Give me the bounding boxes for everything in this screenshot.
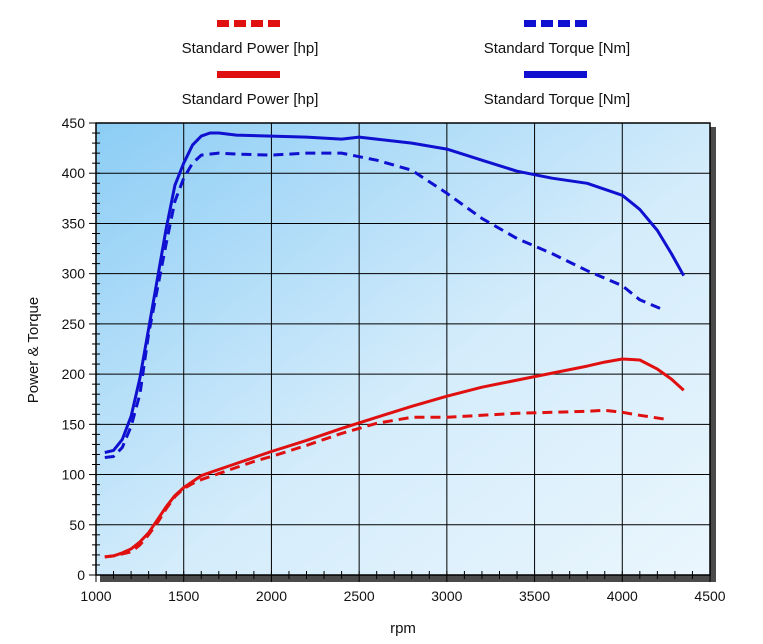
legend: Standard Power [hp] Standard Torque [Nm] S… [182,20,630,108]
legend-swatch-dash [234,20,246,27]
legend-swatch-dash [524,20,536,27]
series-line-solid-torque [104,131,686,454]
y-tick-label: 300 [62,266,86,282]
x-tick-label: 2500 [344,588,375,604]
x-tick-label: 3000 [431,588,462,604]
y-axis-title: Power & Torque [25,297,42,403]
axes: 1000 1500 2000 2500 3000 3500 4000 4500 0 50 100 15… [62,115,726,604]
y-tick-label: 0 [77,567,85,583]
legend-item: Standard Power [hp] [182,71,319,108]
x-axis-title: rpm [390,620,416,637]
legend-item: Standard Torque [Nm] [484,71,630,108]
plot-area [95,122,711,576]
x-tick-label: 2000 [256,588,287,604]
legend-swatch-dash [575,20,587,27]
x-tick-label: 1000 [80,588,111,604]
series-line-solid-power [104,357,685,559]
legend-label: Standard Torque [Nm] [484,91,630,108]
legend-swatch-dash [541,20,553,27]
legend-item: Standard Torque [Nm] [484,20,630,57]
legend-swatch-dash [251,20,263,27]
legend-label: Standard Power [hp] [182,40,319,57]
legend-item: Standard Power [hp] [182,20,319,57]
series-line-dashed-torque [104,151,662,459]
y-tick-label: 400 [62,165,86,181]
legend-label: Standard Power [hp] [182,91,319,108]
legend-swatch-solid [524,71,587,78]
y-tick-label: 250 [62,316,86,332]
x-tick-label: 1500 [168,588,199,604]
legend-swatch-solid [217,71,280,78]
y-tick-label: 350 [62,215,86,231]
y-tick-label: 50 [69,517,85,533]
y-tick-label: 150 [62,416,86,432]
y-tick-label: 200 [62,366,86,382]
x-tick-label: 4500 [694,588,725,604]
legend-swatch-dash [268,20,280,27]
legend-swatch-dash [558,20,570,27]
grid [96,123,710,575]
y-tick-label: 450 [62,115,86,131]
x-tick-label: 4000 [607,588,638,604]
series [104,131,686,559]
legend-label: Standard Torque [Nm] [484,40,630,57]
series-line-dashed-power [104,408,667,559]
legend-swatch-dash [217,20,229,27]
x-tick-label: 3500 [519,588,550,604]
y-tick-label: 100 [62,467,86,483]
